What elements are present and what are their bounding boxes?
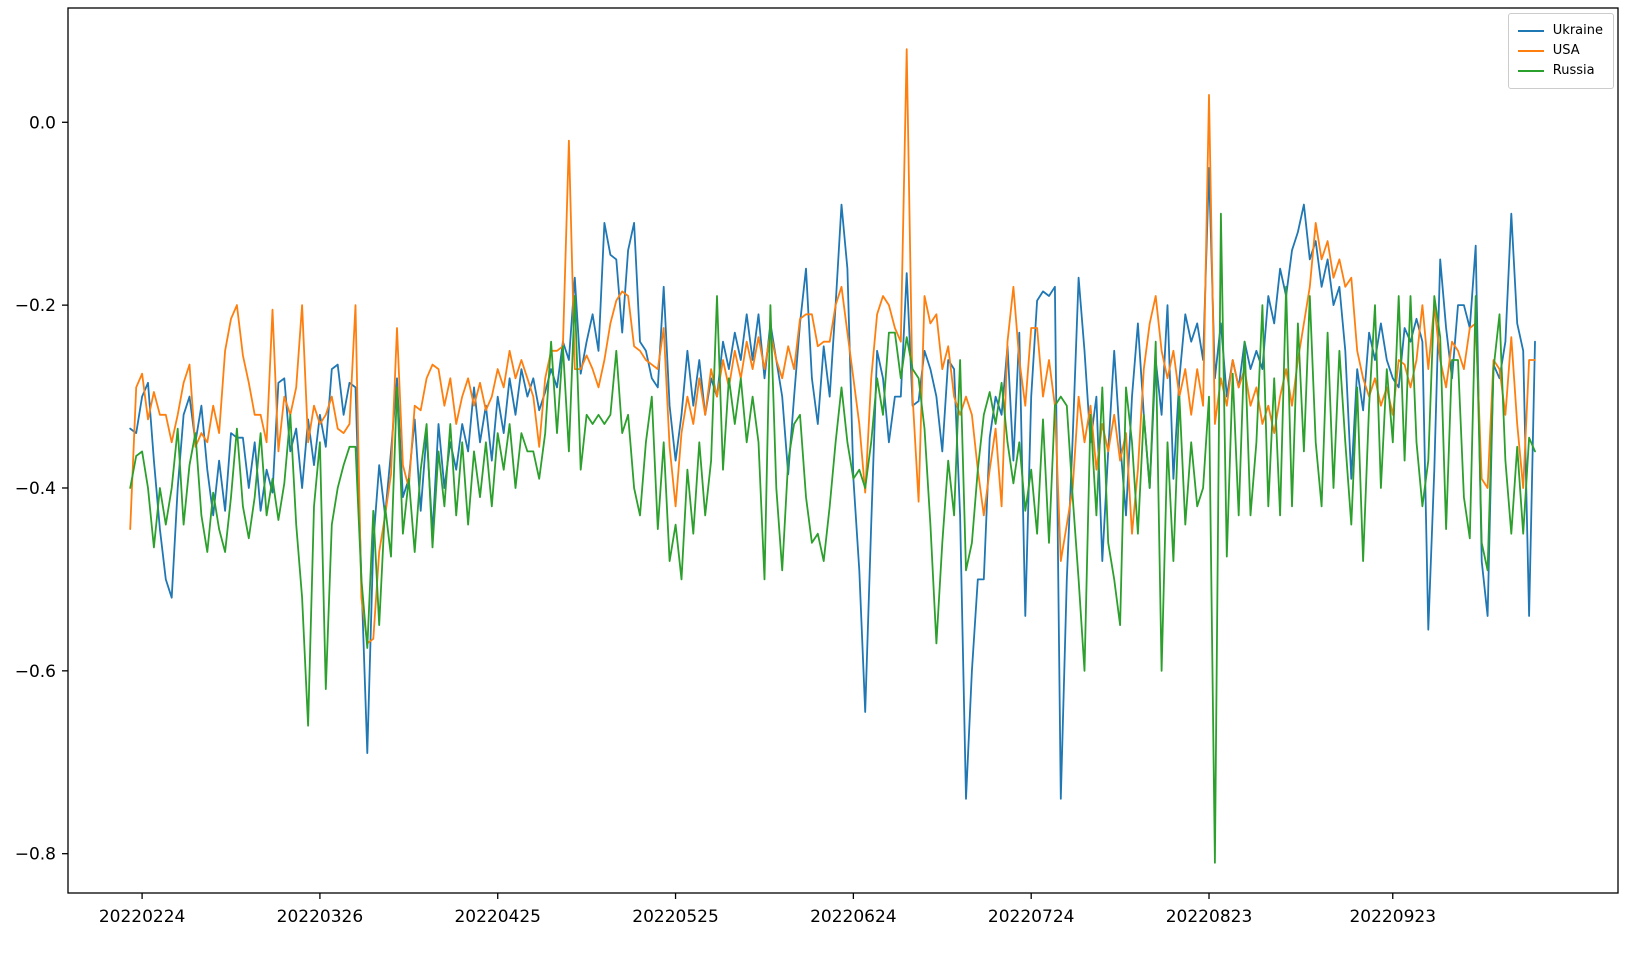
series-line-ukraine [129, 167, 1536, 800]
x-tick-label: 20220724 [988, 907, 1075, 927]
legend-label: Ukraine [1552, 23, 1603, 38]
x-tick-label: 20220624 [810, 907, 897, 927]
y-tick-label: 0.0 [29, 113, 56, 133]
y-tick-label: −0.2 [15, 296, 56, 316]
x-tick-label: 20220224 [99, 907, 186, 927]
series-line-russia [129, 212, 1536, 864]
legend-item-ukraine: Ukraine [1517, 21, 1603, 41]
legend-item-russia: Russia [1517, 61, 1603, 81]
x-tick-label: 20220525 [632, 907, 719, 927]
legend-line-sample [1517, 50, 1544, 52]
legend: Ukraine USA Russia [1507, 13, 1614, 89]
x-tick-label: 20220425 [454, 907, 541, 927]
x-tick-label: 20220823 [1166, 907, 1253, 927]
legend-label: USA [1552, 43, 1580, 58]
x-tick-label: 20220923 [1349, 907, 1436, 927]
y-tick-label: −0.8 [15, 845, 56, 865]
axes-frame [67, 7, 1619, 894]
x-tick-label: 20220326 [277, 907, 364, 927]
y-tick-label: −0.4 [15, 479, 56, 499]
legend-line-sample [1517, 70, 1544, 72]
y-tick-label: −0.6 [15, 662, 56, 682]
legend-line-sample [1517, 30, 1544, 32]
legend-item-usa: USA [1517, 41, 1603, 61]
legend-label: Russia [1552, 63, 1595, 78]
